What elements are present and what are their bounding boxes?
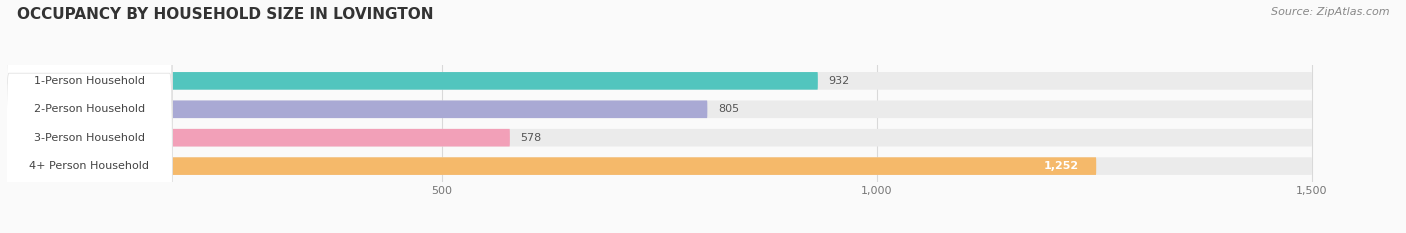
- FancyBboxPatch shape: [7, 72, 1312, 90]
- Text: 4+ Person Household: 4+ Person Household: [30, 161, 149, 171]
- FancyBboxPatch shape: [7, 129, 510, 147]
- FancyBboxPatch shape: [7, 100, 707, 118]
- FancyBboxPatch shape: [6, 0, 173, 174]
- Text: OCCUPANCY BY HOUSEHOLD SIZE IN LOVINGTON: OCCUPANCY BY HOUSEHOLD SIZE IN LOVINGTON: [17, 7, 433, 22]
- FancyBboxPatch shape: [6, 73, 173, 233]
- Text: 2-Person Household: 2-Person Household: [34, 104, 145, 114]
- Text: 3-Person Household: 3-Person Household: [34, 133, 145, 143]
- FancyBboxPatch shape: [7, 129, 1312, 147]
- FancyBboxPatch shape: [7, 100, 1312, 118]
- Text: 805: 805: [718, 104, 740, 114]
- FancyBboxPatch shape: [6, 45, 173, 231]
- Text: Source: ZipAtlas.com: Source: ZipAtlas.com: [1271, 7, 1389, 17]
- Text: 1-Person Household: 1-Person Household: [34, 76, 145, 86]
- FancyBboxPatch shape: [7, 157, 1312, 175]
- FancyBboxPatch shape: [6, 16, 173, 202]
- Text: 1,252: 1,252: [1043, 161, 1078, 171]
- FancyBboxPatch shape: [7, 72, 818, 90]
- FancyBboxPatch shape: [7, 157, 1097, 175]
- Text: 578: 578: [520, 133, 541, 143]
- Text: 932: 932: [828, 76, 849, 86]
